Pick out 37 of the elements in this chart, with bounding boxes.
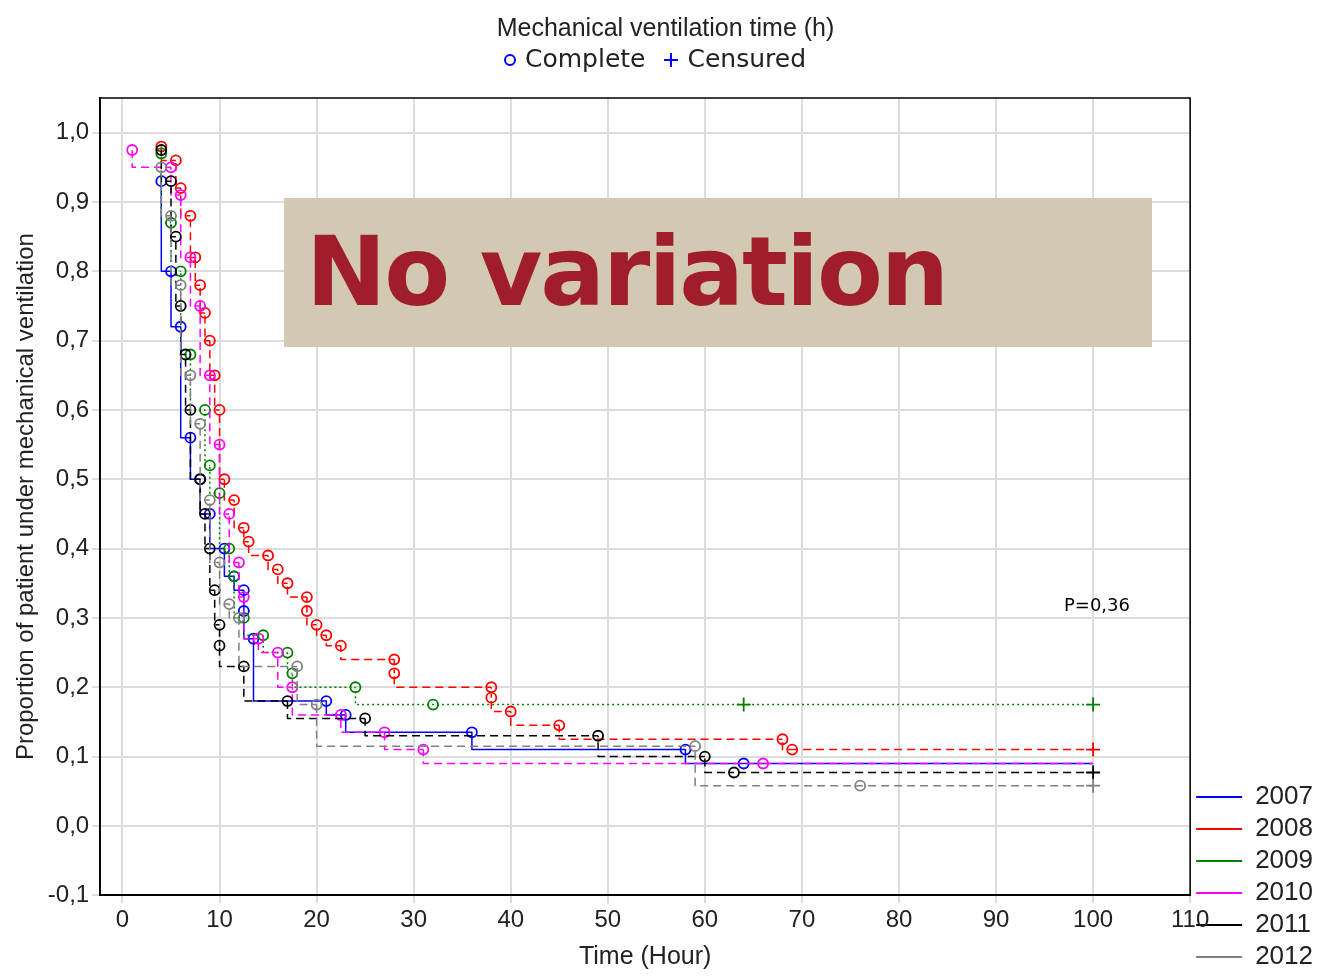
x-tick-label: 70 bbox=[788, 905, 816, 933]
legend-label: 2008 bbox=[1255, 812, 1313, 843]
y-tick-label: 0,7 bbox=[55, 325, 90, 353]
y-tick-label: 0,3 bbox=[55, 602, 90, 630]
y-axis-title: Proportion of patient under mechanical ventilation bbox=[11, 233, 39, 761]
x-axis-title: Time (Hour) bbox=[578, 940, 712, 969]
x-tick-label: 110 bbox=[1171, 905, 1210, 933]
x-tick-label: 60 bbox=[691, 905, 719, 933]
x-tick-label: 10 bbox=[206, 905, 233, 933]
x-tick-label: 90 bbox=[982, 905, 1010, 933]
text: Complete bbox=[524, 44, 646, 73]
legend-label: 2007 bbox=[1255, 780, 1313, 811]
y-tick-label: 0,4 bbox=[55, 533, 90, 561]
y-tick-label: 0,6 bbox=[55, 394, 90, 422]
text: Censured bbox=[687, 44, 806, 73]
chart-title: Mechanical ventilation time (h) bbox=[496, 12, 835, 41]
legend-label: 2011 bbox=[1255, 908, 1312, 939]
x-tick-label: 100 bbox=[1073, 905, 1114, 933]
y-tick-label: 0,0 bbox=[55, 810, 90, 838]
x-tick-label: 40 bbox=[497, 905, 525, 933]
y-tick-label: 0,2 bbox=[55, 671, 90, 699]
y-tick-label: 0,9 bbox=[55, 186, 90, 214]
y-tick-label: -0,1 bbox=[47, 879, 90, 907]
legend-label: 2009 bbox=[1255, 844, 1313, 875]
y-tick-label: 0,8 bbox=[55, 255, 90, 283]
annotation: No variation bbox=[306, 216, 948, 328]
x-tick-label: 30 bbox=[400, 905, 428, 933]
x-tick-label: 0 bbox=[115, 905, 130, 933]
x-tick-label: 20 bbox=[303, 905, 330, 933]
x-tick-label: 80 bbox=[885, 905, 913, 933]
x-tick-label: 50 bbox=[594, 905, 622, 933]
y-tick-label: 1,0 bbox=[55, 117, 90, 145]
y-tick-label: 0,5 bbox=[55, 463, 90, 491]
legend-label: 2010 bbox=[1255, 876, 1313, 907]
legend-label: 2012 bbox=[1255, 940, 1313, 971]
y-tick-label: 0,1 bbox=[55, 741, 90, 769]
annotation: P=0,36 bbox=[1063, 593, 1130, 615]
